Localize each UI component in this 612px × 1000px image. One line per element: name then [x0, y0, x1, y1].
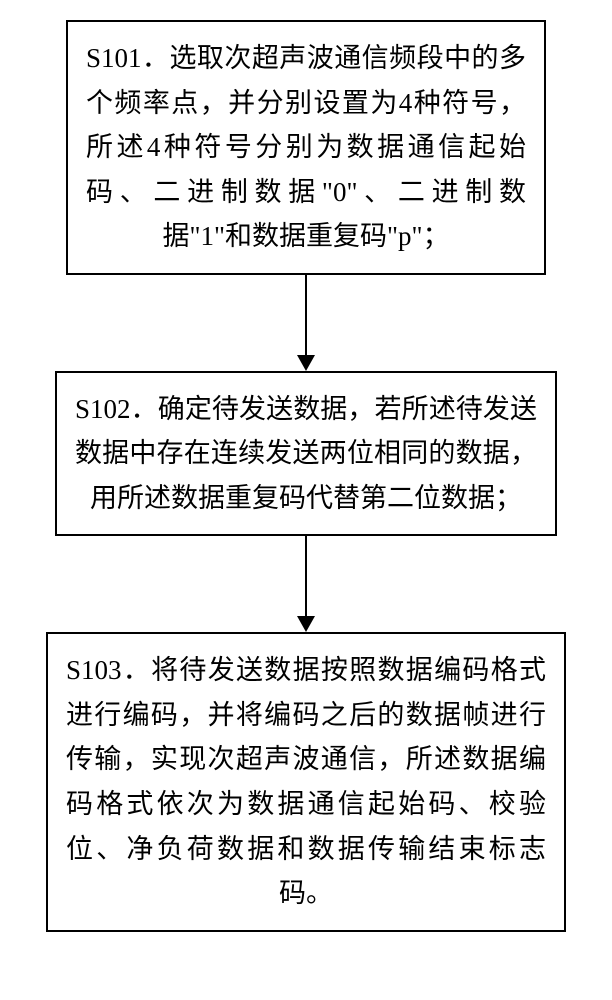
step-s103-text: S103．将待发送数据按照数据编码格式进行编码，并将编码之后的数据帧进行传输，实… [66, 648, 546, 915]
arrow-2-line [305, 536, 307, 616]
arrow-1-line [305, 275, 307, 355]
arrow-2-head [297, 616, 315, 632]
arrow-1-head [297, 355, 315, 371]
step-s101-text: S101．选取次超声波通信频段中的多个频率点，并分别设置为4种符号，所述4种符号… [86, 36, 526, 259]
arrow-2 [297, 536, 315, 632]
flowchart-step-s103: S103．将待发送数据按照数据编码格式进行编码，并将编码之后的数据帧进行传输，实… [46, 632, 566, 931]
flowchart-step-s101: S101．选取次超声波通信频段中的多个频率点，并分别设置为4种符号，所述4种符号… [66, 20, 546, 275]
flowchart-step-s102: S102．确定待发送数据，若所述待发送数据中存在连续发送两位相同的数据，用所述数… [55, 371, 557, 537]
arrow-1 [297, 275, 315, 371]
step-s102-text: S102．确定待发送数据，若所述待发送数据中存在连续发送两位相同的数据，用所述数… [75, 387, 537, 521]
flowchart-container: S101．选取次超声波通信频段中的多个频率点，并分别设置为4种符号，所述4种符号… [0, 0, 612, 932]
